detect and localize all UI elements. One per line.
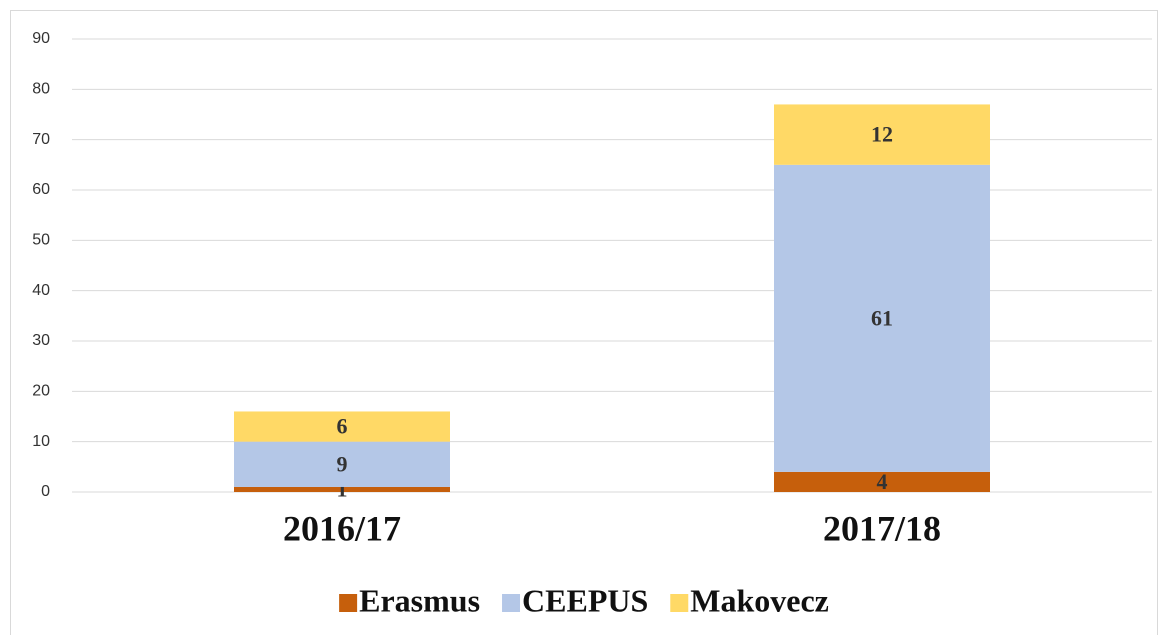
data-label: 12 [871, 122, 893, 147]
y-tick-label: 20 [32, 383, 50, 400]
y-tick-label: 50 [32, 232, 50, 249]
chart-border [10, 10, 1158, 635]
legend-label: Erasmus [359, 582, 480, 618]
legend-swatch [670, 594, 689, 612]
data-label: 61 [871, 305, 893, 330]
y-tick-label: 30 [32, 332, 50, 349]
data-label: 4 [877, 469, 888, 494]
legend-swatch [502, 594, 521, 612]
data-label: 1 [337, 477, 348, 502]
bar-segment [774, 164, 990, 472]
x-tick-label: 2017/18 [823, 508, 941, 548]
bar-segment [774, 104, 990, 165]
data-label: 6 [337, 414, 348, 439]
y-tick-label: 0 [41, 483, 50, 500]
x-tick-label: 2016/17 [283, 508, 401, 548]
y-tick-label: 80 [32, 81, 50, 98]
y-tick-label: 70 [32, 131, 50, 148]
legend-swatch [339, 594, 358, 612]
bar-segment [234, 411, 450, 442]
bar-segment [234, 486, 450, 492]
legend-label: Makovecz [690, 582, 829, 618]
bar-segment [774, 471, 990, 492]
y-tick-label: 10 [32, 433, 50, 450]
bar-segment [234, 441, 450, 487]
y-tick-label: 40 [32, 282, 50, 299]
legend-label: CEEPUS [522, 582, 648, 618]
y-tick-label: 90 [32, 30, 50, 47]
data-label: 9 [337, 451, 348, 476]
y-tick-label: 60 [32, 181, 50, 198]
